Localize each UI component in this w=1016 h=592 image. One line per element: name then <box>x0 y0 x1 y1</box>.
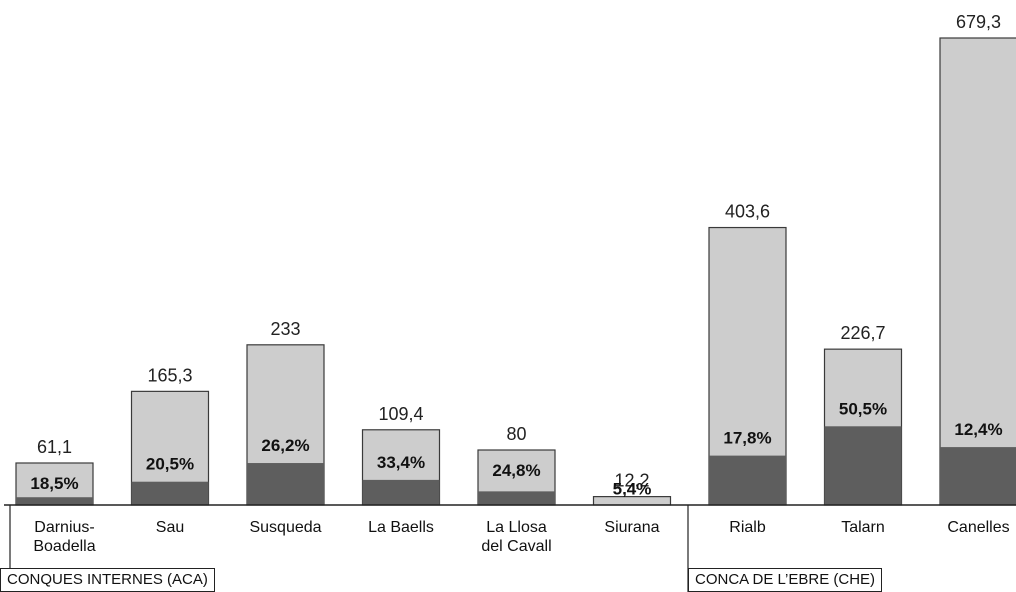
bar-value-label: 226,7 <box>840 323 885 343</box>
category-label: Susqueda <box>249 519 321 536</box>
bar-value-label: 109,4 <box>378 404 423 424</box>
labels-layer: 61,1 18,5% Darnius- Boadella 165,3 20,5% Sau 23… <box>30 12 1009 555</box>
bar-filled-portion <box>824 426 902 505</box>
group-label-aca: CONQUES INTERNES (ACA) <box>0 568 215 592</box>
bar-filled-portion <box>478 491 555 505</box>
category-label: Boadella <box>33 538 95 555</box>
bar-percent-label: 17,8% <box>723 429 771 448</box>
bar-percent-label: 26,2% <box>261 436 309 455</box>
bar-filled-portion <box>940 447 1016 505</box>
bar-value-label: 61,1 <box>37 437 72 457</box>
bar-filled-portion <box>131 481 209 505</box>
bar-value-label: 233 <box>270 319 300 339</box>
bar-percent-label: 18,5% <box>30 474 78 493</box>
category-label: La Baells <box>368 519 434 536</box>
bar-filled-portion <box>709 455 786 505</box>
category-label: Canelles <box>947 519 1009 536</box>
bar-percent-label: 5,4% <box>613 480 652 499</box>
bar-filled-portion <box>362 479 440 505</box>
bar-total <box>939 37 1016 506</box>
category-label: Darnius- <box>34 519 94 536</box>
bar-value-label: 679,3 <box>956 12 1001 32</box>
bar-percent-label: 20,5% <box>146 455 194 474</box>
bar-percent-label: 12,4% <box>954 420 1002 439</box>
bar-filled-portion <box>247 463 324 505</box>
bar-percent-label: 50,5% <box>839 399 887 418</box>
bars-layer <box>15 37 1016 506</box>
bar-value-label: 165,3 <box>147 365 192 385</box>
category-label: La Llosa <box>486 519 547 536</box>
category-label: Siurana <box>604 519 659 536</box>
category-label: Rialb <box>729 519 766 536</box>
category-label: del Cavall <box>481 538 551 555</box>
category-label: Sau <box>156 519 184 536</box>
bar-percent-label: 33,4% <box>377 453 425 472</box>
bar-value-label: 403,6 <box>725 202 770 222</box>
bar-filled-portion <box>16 497 93 505</box>
bar-percent-label: 24,8% <box>492 461 540 480</box>
bar-value-label: 12,2 <box>614 471 649 491</box>
bar-value-label: 80 <box>506 424 526 444</box>
category-label: Talarn <box>841 519 885 536</box>
group-label-che: CONCA DE L’EBRE (CHE) <box>688 568 883 592</box>
